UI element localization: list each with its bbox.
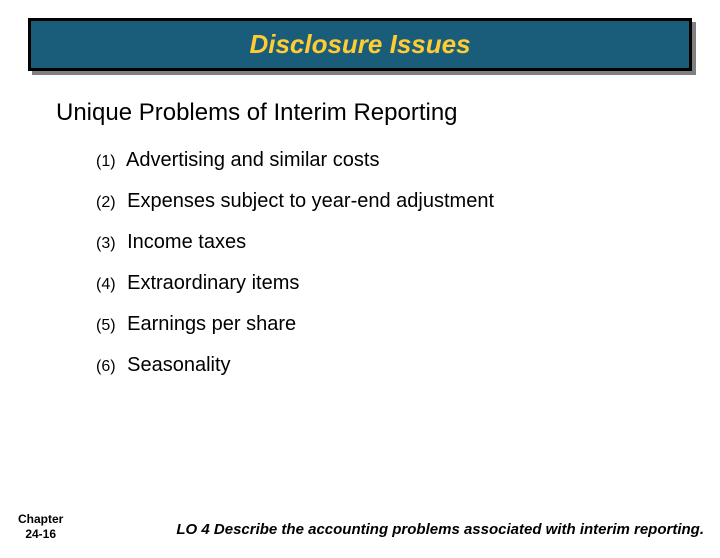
- learning-objective: LO 4 Describe the accounting problems as…: [176, 521, 704, 538]
- chapter-word: Chapter: [18, 512, 63, 527]
- list-number: (1): [96, 153, 116, 170]
- subtitle: Unique Problems of Interim Reporting: [56, 99, 720, 127]
- list-item: (4) Extraordinary items: [96, 272, 720, 295]
- list-number: (6): [96, 358, 116, 375]
- list-number: (5): [96, 317, 116, 334]
- list-text: Earnings per share: [127, 313, 296, 335]
- list-text: Extraordinary items: [127, 272, 299, 294]
- list-number: (3): [96, 235, 116, 252]
- problem-list: (1) Advertising and similar costs (2) Ex…: [96, 149, 720, 377]
- list-item: (2) Expenses subject to year-end adjustm…: [96, 190, 720, 213]
- list-text: Expenses subject to year-end adjustment: [127, 190, 494, 212]
- list-item: (6) Seasonality: [96, 354, 720, 377]
- slide-title: Disclosure Issues: [249, 29, 470, 59]
- list-item: (3) Income taxes: [96, 231, 720, 254]
- chapter-label: Chapter 24-16: [18, 512, 63, 542]
- list-text: Seasonality: [127, 354, 230, 376]
- list-item: (1) Advertising and similar costs: [96, 149, 720, 172]
- list-text: Income taxes: [127, 231, 246, 253]
- list-number: (2): [96, 194, 116, 211]
- list-number: (4): [96, 276, 116, 293]
- list-item: (5) Earnings per share: [96, 313, 720, 336]
- list-text: Advertising and similar costs: [126, 149, 379, 171]
- title-bar: Disclosure Issues: [28, 18, 692, 71]
